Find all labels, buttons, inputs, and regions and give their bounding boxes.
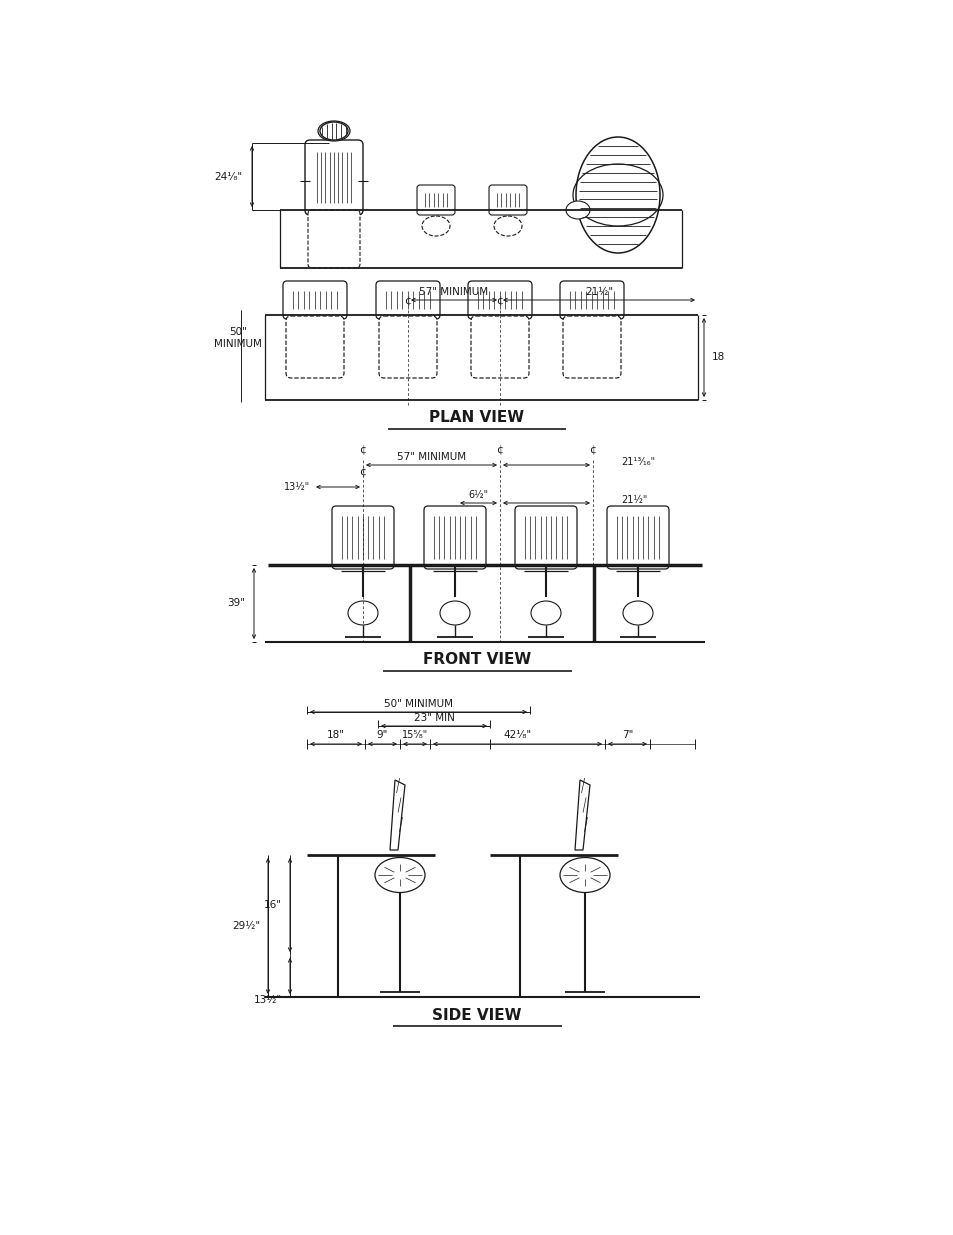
FancyBboxPatch shape — [375, 282, 439, 319]
Text: 21½": 21½" — [620, 495, 647, 505]
FancyBboxPatch shape — [423, 506, 485, 569]
Text: 18": 18" — [327, 730, 345, 740]
Ellipse shape — [348, 601, 377, 625]
Text: 18: 18 — [711, 352, 724, 363]
Text: 9": 9" — [376, 730, 388, 740]
Text: 50": 50" — [229, 327, 247, 337]
Ellipse shape — [531, 601, 560, 625]
Text: 16": 16" — [264, 900, 282, 910]
FancyBboxPatch shape — [378, 316, 436, 378]
Text: ¢: ¢ — [359, 467, 366, 477]
Text: 13½": 13½" — [253, 995, 282, 1005]
Ellipse shape — [439, 601, 470, 625]
Text: 29½": 29½" — [232, 921, 260, 931]
Text: 50" MINIMUM: 50" MINIMUM — [384, 699, 453, 709]
Text: 21¹³⁄₁₆": 21¹³⁄₁₆" — [620, 457, 655, 467]
Text: 42¹⁄₈": 42¹⁄₈" — [503, 730, 531, 740]
FancyBboxPatch shape — [286, 316, 344, 378]
Text: MINIMUM: MINIMUM — [213, 338, 262, 350]
Text: PLAN VIEW: PLAN VIEW — [429, 410, 524, 426]
Text: 24¹⁄₈": 24¹⁄₈" — [213, 172, 242, 182]
Text: 15⁵⁄₈": 15⁵⁄₈" — [401, 730, 428, 740]
Ellipse shape — [559, 857, 609, 893]
Text: 57" MINIMUM: 57" MINIMUM — [396, 452, 466, 462]
Ellipse shape — [319, 122, 348, 140]
FancyBboxPatch shape — [416, 185, 455, 215]
Ellipse shape — [375, 857, 424, 893]
Text: 39": 39" — [227, 599, 245, 609]
Text: 57" MINIMUM: 57" MINIMUM — [419, 287, 488, 296]
Text: ¢: ¢ — [404, 296, 411, 306]
FancyBboxPatch shape — [468, 282, 532, 319]
Text: 6½": 6½" — [468, 490, 488, 500]
Ellipse shape — [576, 137, 659, 253]
FancyBboxPatch shape — [332, 506, 394, 569]
Text: ¢: ¢ — [496, 445, 503, 454]
Text: 21½": 21½" — [584, 287, 613, 296]
Ellipse shape — [421, 216, 450, 236]
Ellipse shape — [317, 121, 350, 141]
Text: SIDE VIEW: SIDE VIEW — [432, 1008, 521, 1023]
Text: 23" MIN: 23" MIN — [414, 713, 454, 722]
FancyBboxPatch shape — [471, 316, 529, 378]
FancyBboxPatch shape — [305, 140, 363, 215]
Text: ¢: ¢ — [589, 445, 596, 454]
FancyBboxPatch shape — [308, 210, 359, 268]
Text: 7": 7" — [621, 730, 633, 740]
FancyBboxPatch shape — [562, 316, 620, 378]
Text: ¢: ¢ — [496, 296, 503, 306]
Text: FRONT VIEW: FRONT VIEW — [422, 652, 531, 667]
Text: ¢: ¢ — [359, 445, 366, 454]
FancyBboxPatch shape — [559, 282, 623, 319]
Ellipse shape — [565, 201, 589, 219]
Ellipse shape — [494, 216, 521, 236]
Ellipse shape — [622, 601, 652, 625]
FancyBboxPatch shape — [283, 282, 347, 319]
FancyBboxPatch shape — [606, 506, 668, 569]
Text: 13½": 13½" — [283, 482, 310, 492]
FancyBboxPatch shape — [515, 506, 577, 569]
FancyBboxPatch shape — [489, 185, 526, 215]
